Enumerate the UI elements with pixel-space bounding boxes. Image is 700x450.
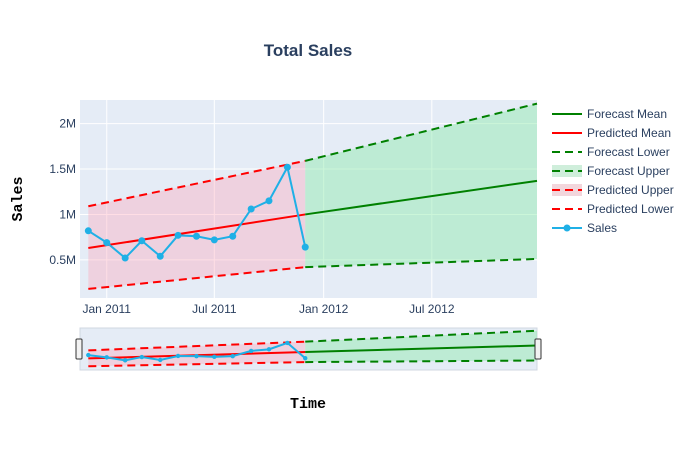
legend-swatch-marker — [563, 224, 571, 232]
forecast-upper-line — [304, 102, 538, 162]
predicted-upper-line — [88, 159, 306, 208]
chart-title: Total Sales — [264, 41, 353, 60]
sales-point[interactable] — [265, 197, 273, 205]
slider-predicted-lower-line — [88, 361, 306, 368]
legend-item[interactable]: Sales — [552, 221, 617, 235]
y-axis-title: Sales — [10, 176, 27, 221]
y-tick-labels: 0.5M 1M 1.5M 2M — [49, 117, 76, 267]
legend[interactable]: Forecast Mean Predicted Mean Forecast Lowe… — [552, 107, 674, 235]
slider-sales-point — [104, 355, 109, 360]
sales-point[interactable] — [192, 232, 200, 240]
legend-item[interactable]: Forecast Mean — [552, 107, 667, 121]
sales-point[interactable] — [283, 163, 291, 171]
x-tick-label: Jul 2012 — [409, 302, 455, 316]
slider-predicted-upper-line — [88, 340, 306, 352]
slider-sales-point — [212, 354, 217, 360]
slider-sales-point — [158, 357, 163, 363]
slider-sales-point — [122, 358, 128, 363]
slider-sales-point — [230, 353, 235, 359]
slider-sales-point — [86, 352, 91, 358]
sales-point[interactable] — [103, 239, 111, 247]
slider-sales-point — [248, 348, 254, 354]
y-tick-label: 0.5M — [49, 253, 76, 267]
slider-sales-point — [303, 356, 308, 361]
sales-point[interactable] — [247, 205, 255, 213]
x-tick-label: Jul 2011 — [192, 302, 237, 316]
slider-sales-point — [139, 354, 145, 360]
range-slider[interactable] — [75, 327, 542, 371]
legend-item[interactable]: Forecast Lower — [552, 145, 670, 159]
slider-sales-point — [285, 340, 290, 346]
range-slider-right-handle[interactable] — [534, 338, 542, 360]
y-tick-label: 1M — [59, 207, 76, 221]
legend-label: Sales — [587, 221, 617, 235]
plot-area — [80, 100, 537, 298]
slider-forecast-mean-line — [305, 344, 538, 353]
sales-point[interactable] — [138, 237, 146, 245]
legend-label: Predicted Mean — [587, 126, 671, 140]
x-axis-title: Time — [290, 396, 326, 413]
sales-point[interactable] — [174, 231, 182, 239]
legend-item[interactable]: Forecast Upper — [552, 164, 670, 178]
sales-point[interactable] — [301, 243, 309, 251]
legend-label: Forecast Upper — [587, 164, 670, 178]
y-tick-label: 1.5M — [49, 162, 76, 176]
legend-item[interactable]: Predicted Lower — [552, 202, 674, 216]
legend-item[interactable]: Predicted Mean — [552, 126, 671, 140]
x-tick-labels: Jan 2011 Jul 2011 Jan 2012 Jul 2012 — [82, 302, 454, 316]
slider-forecast-band — [305, 330, 537, 363]
range-slider-lines — [86, 329, 538, 368]
sales-markers — [84, 163, 309, 262]
slider-sales-point — [175, 353, 181, 359]
x-tick-label: Jan 2012 — [299, 302, 349, 316]
predicted-lower-line — [88, 266, 306, 290]
legend-label: Predicted Lower — [587, 202, 674, 216]
forecast-mean-line — [305, 179, 538, 216]
confidence-bands — [88, 103, 537, 289]
sales-point[interactable] — [156, 252, 164, 260]
range-slider-left-handle[interactable] — [75, 338, 83, 360]
sales-point[interactable] — [84, 227, 92, 235]
legend-label: Predicted Upper — [587, 183, 674, 197]
legend-label: Forecast Mean — [587, 107, 667, 121]
x-tick-label: Jan 2011 — [82, 302, 131, 316]
legend-item[interactable]: Predicted Upper — [552, 183, 674, 197]
predicted-mean-line — [88, 213, 306, 250]
slider-sales-point — [194, 353, 199, 359]
sales-point[interactable] — [229, 232, 237, 240]
sales-point[interactable] — [121, 254, 129, 262]
y-tick-label: 2M — [59, 117, 76, 131]
forecast-band — [305, 103, 537, 268]
predicted-band — [88, 160, 306, 289]
slider-sales-point — [266, 347, 272, 352]
sales-point[interactable] — [210, 236, 218, 244]
legend-label: Forecast Lower — [587, 145, 670, 159]
